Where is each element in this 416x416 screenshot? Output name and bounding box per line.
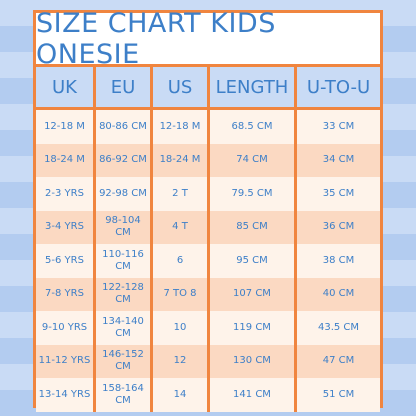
cell-u-to-u: 51 CM — [322, 388, 355, 400]
table-row: 11-12 YRS 146-152 CM 12 130 CM 47 CM — [36, 344, 380, 378]
header-uk: UK — [36, 67, 96, 107]
cell-eu: 92-98 CM — [96, 177, 153, 211]
cell-us: 6 — [153, 244, 210, 278]
cell-uk: 9-10 YRS — [36, 311, 96, 345]
cell-eu: 158-164 CM — [96, 378, 153, 412]
cell-u-to-u: 47 CM — [322, 355, 355, 367]
cell-u-to-u: 35 CM — [322, 187, 355, 199]
cell-uk: 18-24 M — [36, 143, 96, 177]
cell-uk: 12-18 M — [36, 110, 96, 144]
cell-us: 4 T — [153, 210, 210, 244]
cell-eu: 122-128 CM — [96, 277, 153, 311]
cell-length: 141 CM — [210, 378, 297, 412]
table-body: 12-18 M 80-86 CM 12-18 M 68.5 CM 33 CM 1… — [36, 107, 380, 412]
cell-u-to-u: 36 CM — [322, 221, 355, 233]
cell-length: 85 CM — [210, 210, 297, 244]
cell-us: 10 — [153, 311, 210, 345]
cell-uk: 5-6 YRS — [36, 244, 96, 278]
cell-us: 2 T — [153, 177, 210, 211]
header-u-to-u: U-TO-U — [306, 76, 371, 98]
table-row: 3-4 YRS 98-104 CM 4 T 85 CM 36 CM — [36, 210, 380, 244]
table-row: 7-8 YRS 122-128 CM 7 TO 8 107 CM 40 CM — [36, 277, 380, 311]
cell-u-to-u: 43.5 CM — [317, 321, 360, 333]
cell-eu: 110-116 CM — [96, 244, 153, 278]
table-row: 18-24 M 86-92 CM 18-24 M 74 CM 34 CM — [36, 143, 380, 177]
cell-length: 107 CM — [210, 277, 297, 311]
cell-u-to-u: 38 CM — [322, 254, 355, 266]
table-row: 9-10 YRS 134-140 CM 10 119 CM 43.5 CM — [36, 311, 380, 345]
cell-eu: 134-140 CM — [96, 311, 153, 345]
cell-uk: 2-3 YRS — [36, 177, 96, 211]
table-row: 5-6 YRS 110-116 CM 6 95 CM 38 CM — [36, 244, 380, 278]
cell-length: 68.5 CM — [210, 110, 297, 144]
cell-u-to-u: 40 CM — [322, 288, 355, 300]
cell-length: 74 CM — [210, 143, 297, 177]
cell-uk: 3-4 YRS — [36, 210, 96, 244]
cell-us: 12 — [153, 344, 210, 378]
chart-title: SIZE CHART KIDS ONESIE — [36, 8, 380, 70]
cell-uk: 11-12 YRS — [36, 344, 96, 378]
cell-u-to-u: 34 CM — [322, 154, 355, 166]
cell-eu: 146-152 CM — [96, 344, 153, 378]
cell-us: 18-24 M — [153, 143, 210, 177]
table-row: 2-3 YRS 92-98 CM 2 T 79.5 CM 35 CM — [36, 177, 380, 211]
cell-us: 12-18 M — [153, 110, 210, 144]
cell-uk: 7-8 YRS — [36, 277, 96, 311]
cell-eu: 98-104 CM — [96, 210, 153, 244]
cell-eu: 80-86 CM — [96, 110, 153, 144]
cell-eu: 86-92 CM — [96, 143, 153, 177]
cell-length: 79.5 CM — [210, 177, 297, 211]
table-row: 12-18 M 80-86 CM 12-18 M 68.5 CM 33 CM — [36, 110, 380, 144]
table-row: 13-14 YRS 158-164 CM 14 141 CM 51 CM — [36, 378, 380, 412]
cell-uk: 13-14 YRS — [36, 378, 96, 412]
header-eu: EU — [96, 67, 153, 107]
size-chart-card: SIZE CHART KIDS ONESIE UK EU US LENGTH U… — [33, 8, 383, 412]
cell-length: 130 CM — [210, 344, 297, 378]
header-length: LENGTH — [210, 67, 297, 107]
table-header: UK EU US LENGTH U-TO-U — [36, 67, 380, 107]
cell-us: 7 TO 8 — [153, 277, 210, 311]
cell-u-to-u: 33 CM — [322, 120, 355, 132]
cell-length: 119 CM — [210, 311, 297, 345]
header-us: US — [153, 67, 210, 107]
cell-length: 95 CM — [210, 244, 297, 278]
cell-us: 14 — [153, 378, 210, 412]
